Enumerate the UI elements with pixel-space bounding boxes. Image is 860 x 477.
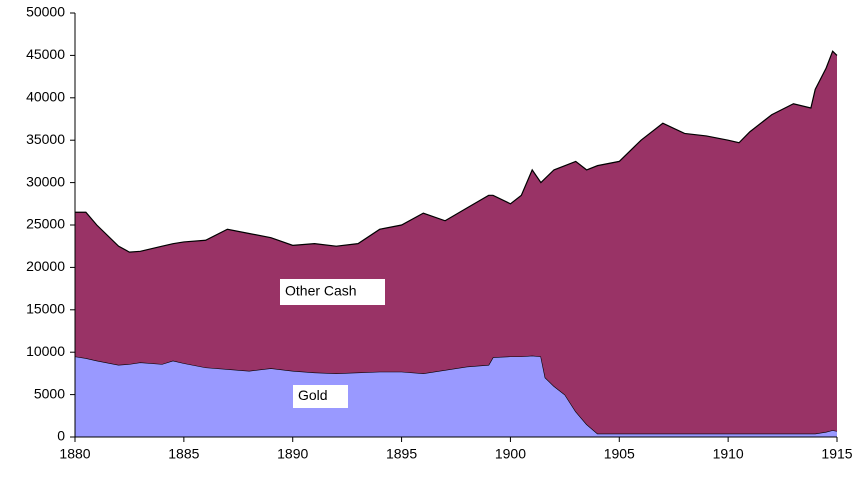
x-tick-label: 1905	[604, 446, 635, 462]
y-tick-label: 0	[57, 428, 65, 444]
y-tick-label: 30000	[26, 173, 65, 189]
x-tick-label: 1885	[168, 446, 199, 462]
y-tick-label: 50000	[26, 4, 65, 20]
x-tick-label: 1910	[713, 446, 744, 462]
area	[75, 51, 837, 434]
series-label: Gold	[298, 387, 328, 403]
y-tick-label: 40000	[26, 89, 65, 105]
series-label-box	[293, 385, 348, 408]
y-tick-label: 35000	[26, 131, 65, 147]
series-label-box	[280, 279, 385, 305]
series-label: Other Cash	[285, 283, 357, 299]
y-tick-label: 10000	[26, 343, 65, 359]
x-tick-label: 1880	[59, 446, 90, 462]
area-edge	[75, 50, 838, 253]
y-tick-label: 5000	[34, 385, 65, 401]
area	[75, 355, 837, 437]
y-tick-label: 15000	[26, 301, 65, 317]
x-tick-label: 1890	[277, 446, 308, 462]
x-tick-label: 1900	[495, 446, 526, 462]
y-tick-label: 20000	[26, 258, 65, 274]
x-tick-label: 1915	[821, 446, 852, 462]
y-tick-label: 45000	[26, 46, 65, 62]
y-tick-label: 25000	[26, 216, 65, 232]
x-tick-label: 1895	[386, 446, 417, 462]
